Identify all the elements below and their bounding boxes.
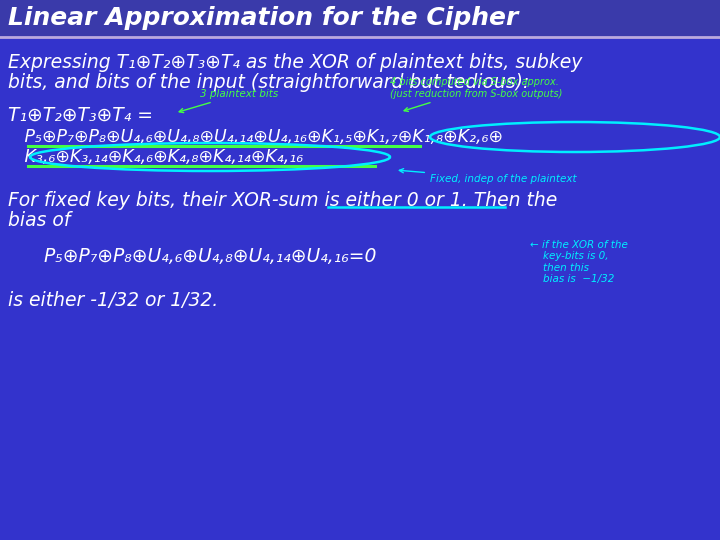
Text: P₅⊕P₇⊕P₈⊕U₄,₆⊕U₄,₈⊕U₄,₁₄⊕U₄,₁₆⊕K₁,₅⊕K₁,₇⊕K₁,₈⊕K₂,₆⊕: P₅⊕P₇⊕P₈⊕U₄,₆⊕U₄,₈⊕U₄,₁₄⊕U₄,₁₆⊕K₁,₅⊕K₁,₇… — [8, 128, 503, 146]
Text: 4 bits computed via S-box approx.
(just reduction from S-box outputs): 4 bits computed via S-box approx. (just … — [390, 77, 562, 111]
Bar — [0, 0, 720, 35]
Text: is either -1/32 or 1/32.: is either -1/32 or 1/32. — [8, 291, 218, 309]
Text: 3 plaintext bits: 3 plaintext bits — [179, 89, 278, 112]
Text: For fixed key bits, their XOR-sum is either 0 or 1. Then the: For fixed key bits, their XOR-sum is eit… — [8, 191, 557, 210]
Text: Expressing T₁⊕T₂⊕T₃⊕T₄ as the XOR of plaintext bits, subkey: Expressing T₁⊕T₂⊕T₃⊕T₄ as the XOR of pla… — [8, 52, 582, 71]
Text: bits, and bits of the input (straightforward but tedious):: bits, and bits of the input (straightfor… — [8, 72, 529, 91]
Text: bias of: bias of — [8, 211, 71, 229]
Text: T₁⊕T₂⊕T₃⊕T₄ =: T₁⊕T₂⊕T₃⊕T₄ = — [8, 105, 153, 125]
Text: Fixed, indep of the plaintext: Fixed, indep of the plaintext — [400, 168, 577, 184]
Text: Linear Approximation for the Cipher: Linear Approximation for the Cipher — [8, 6, 518, 30]
Text: K₃,₆⊕K₃,₁₄⊕K₄,₆⊕K₄,₈⊕K₄,₁₄⊕K₄,₁₆: K₃,₆⊕K₃,₁₄⊕K₄,₆⊕K₄,₈⊕K₄,₁₄⊕K₄,₁₆ — [8, 148, 303, 166]
Text: ← if the XOR of the
    key-bits is 0,
    then this
    bias is  −1/32: ← if the XOR of the key-bits is 0, then … — [530, 240, 628, 285]
Text: P₅⊕P₇⊕P₈⊕U₄,₆⊕U₄,₈⊕U₄,₁₄⊕U₄,₁₆=0: P₅⊕P₇⊕P₈⊕U₄,₆⊕U₄,₈⊕U₄,₁₄⊕U₄,₁₆=0 — [8, 247, 377, 267]
